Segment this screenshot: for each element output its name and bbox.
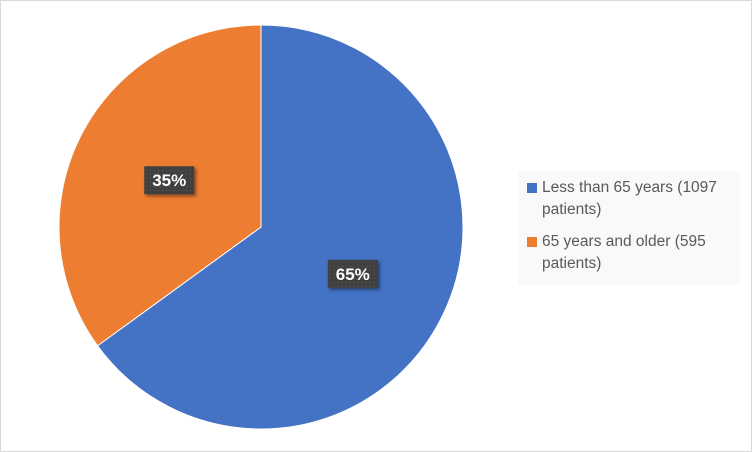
data-label-box	[327, 259, 378, 288]
legend-label: 65 years and older (595 patients)	[542, 233, 706, 272]
legend-item-65-and-older: 65 years and older (595 patients)	[527, 231, 734, 275]
legend: Less than 65 years (1097 patients) 65 ye…	[518, 171, 740, 285]
legend-label: Less than 65 years (1097 patients)	[542, 179, 717, 218]
data-label-1: 35%	[144, 166, 195, 195]
pie-slice-0	[96, 24, 464, 430]
legend-swatch-blue	[527, 183, 537, 193]
legend-item-under-65: Less than 65 years (1097 patients)	[527, 177, 734, 221]
data-label-0: 65%	[327, 259, 378, 288]
data-label-text: 65%	[336, 265, 370, 284]
data-label-box	[144, 166, 195, 195]
legend-swatch-orange	[527, 237, 537, 247]
data-label-text: 35%	[152, 171, 186, 190]
